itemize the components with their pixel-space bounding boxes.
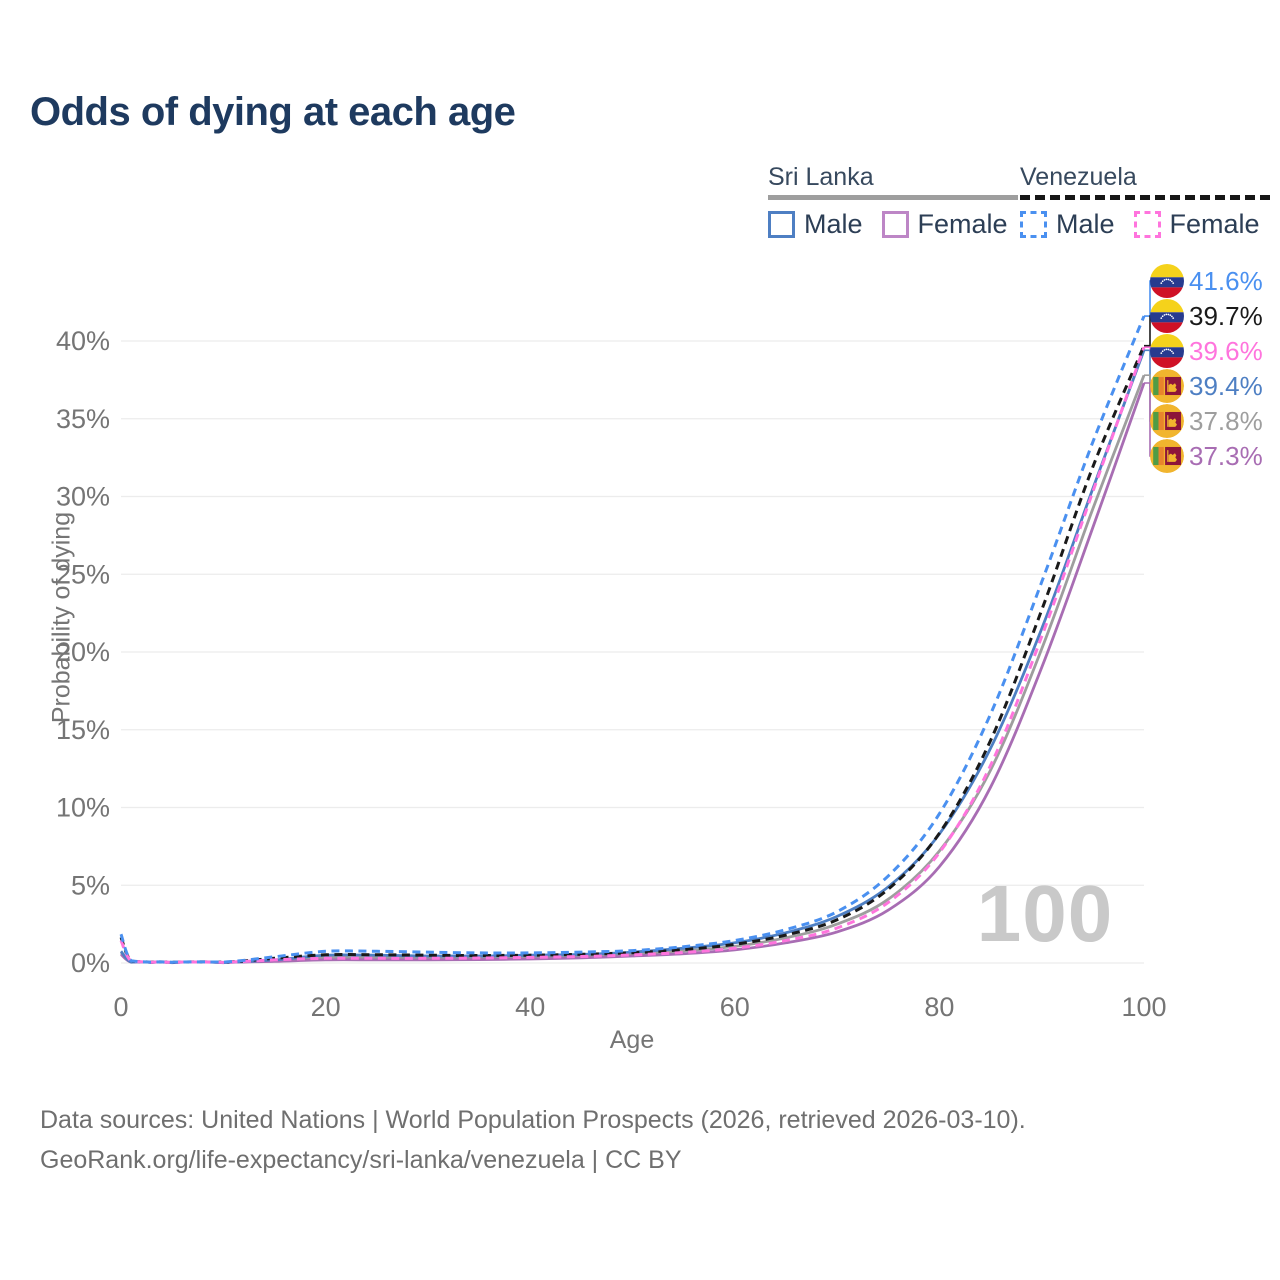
x-axis-tick-label: 100 bbox=[1121, 992, 1166, 1022]
series-line-venezuela-female bbox=[119, 346, 1146, 964]
end-label-sri-lanka-39.4%: 39.4% bbox=[1150, 369, 1263, 403]
y-axis-tick-label: 20% bbox=[56, 637, 110, 667]
footer-data-sources: Data sources: United Nations | World Pop… bbox=[40, 1106, 1026, 1134]
x-axis-tick-label: 0 bbox=[113, 992, 128, 1022]
legend-country-label: Venezuela bbox=[1020, 163, 1137, 191]
y-axis-tick-label: 25% bbox=[56, 559, 110, 589]
series-line-venezuela-male bbox=[119, 315, 1146, 964]
sri-lanka-flag-icon bbox=[1150, 404, 1184, 438]
y-axis-tick-label: 15% bbox=[56, 715, 110, 745]
venezuela-flag-icon bbox=[1150, 334, 1184, 368]
end-label-value: 41.6% bbox=[1189, 265, 1263, 296]
end-label-venezuela-39.6%: 39.6% bbox=[1150, 334, 1263, 368]
x-axis-tick-label: 80 bbox=[924, 992, 954, 1022]
y-axis-tick-label: 5% bbox=[71, 870, 110, 900]
legend-line-style-sample bbox=[1020, 195, 1270, 200]
legend-item-label[interactable]: Male bbox=[804, 209, 863, 239]
end-label-value: 37.3% bbox=[1189, 440, 1263, 471]
venezuela-flag-icon bbox=[1150, 264, 1184, 298]
end-label-venezuela-41.6%: 41.6% bbox=[1150, 264, 1263, 298]
end-label-value: 39.6% bbox=[1189, 335, 1263, 366]
y-axis-tick-label: 0% bbox=[71, 948, 110, 978]
x-axis-tick-label: 60 bbox=[720, 992, 750, 1022]
footer-attribution: GeoRank.org/life-expectancy/sri-lanka/ve… bbox=[40, 1146, 682, 1174]
x-axis-tick-label: 40 bbox=[515, 992, 545, 1022]
legend-swatch-sri-lanka-male[interactable] bbox=[768, 211, 795, 238]
y-axis-tick-label: 35% bbox=[56, 404, 110, 434]
legend-item-label[interactable]: Female bbox=[917, 209, 1008, 239]
legend-group-venezuela: Venezuela Male Female bbox=[1020, 163, 1270, 240]
sri-lanka-flag-icon bbox=[1150, 369, 1184, 403]
y-axis-title: Probability of dying bbox=[47, 511, 76, 724]
legend-item-label[interactable]: Male bbox=[1056, 209, 1115, 239]
x-axis-tick-label: 20 bbox=[311, 992, 341, 1022]
legend-group-sri-lanka: Sri Lanka Male Female bbox=[768, 163, 1018, 240]
end-label-sri-lanka-37.3%: 37.3% bbox=[1150, 439, 1263, 473]
series-line-venezuela-both bbox=[119, 345, 1146, 964]
end-label-venezuela-39.7%: 39.7% bbox=[1150, 299, 1263, 333]
legend-item-label[interactable]: Female bbox=[1169, 209, 1260, 239]
venezuela-flag-icon bbox=[1150, 299, 1184, 333]
legend-swatch-sri-lanka-female[interactable] bbox=[881, 211, 909, 238]
x-axis-title: Age bbox=[609, 1026, 655, 1054]
end-label-value: 37.8% bbox=[1189, 405, 1263, 436]
watermark-age-100: 100 bbox=[976, 869, 1114, 958]
sri-lanka-flag-icon bbox=[1150, 439, 1184, 473]
legend-country-label: Sri Lanka bbox=[768, 163, 874, 191]
y-axis-tick-label: 10% bbox=[56, 793, 110, 823]
y-axis-tick-label: 30% bbox=[56, 482, 110, 512]
legend-swatch-venezuela-female[interactable] bbox=[1133, 211, 1161, 238]
legend-swatch-venezuela-male[interactable] bbox=[1020, 211, 1047, 238]
end-label-sri-lanka-37.8%: 37.8% bbox=[1150, 404, 1263, 438]
legend-line-style-sample bbox=[768, 195, 1018, 200]
end-label-value: 39.4% bbox=[1189, 370, 1263, 401]
page-title: Odds of dying at each age bbox=[30, 90, 516, 134]
end-label-value: 39.7% bbox=[1189, 300, 1263, 331]
y-axis-tick-label: 40% bbox=[56, 326, 110, 356]
